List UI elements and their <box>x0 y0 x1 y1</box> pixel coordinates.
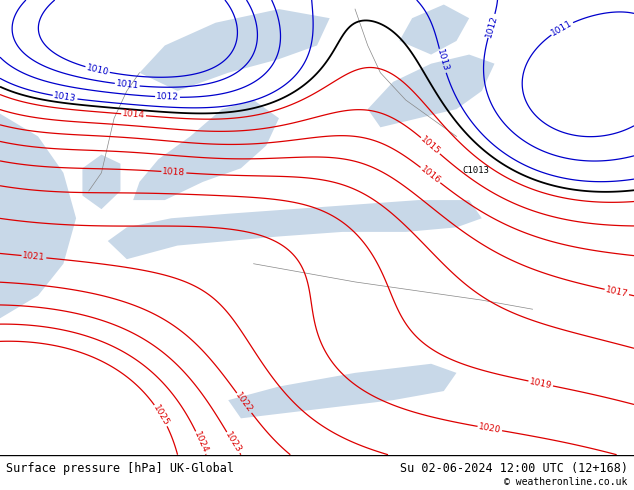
Text: 1011: 1011 <box>550 19 574 38</box>
Text: C1013: C1013 <box>463 166 489 175</box>
Polygon shape <box>108 200 482 259</box>
Text: 1014: 1014 <box>122 109 145 120</box>
Polygon shape <box>228 364 456 418</box>
Text: Su 02-06-2024 12:00 UTC (12+168): Su 02-06-2024 12:00 UTC (12+168) <box>399 463 628 475</box>
Text: 1015: 1015 <box>419 135 442 157</box>
Text: 1013: 1013 <box>435 49 450 73</box>
Polygon shape <box>0 114 76 318</box>
Text: 1022: 1022 <box>234 391 254 415</box>
Text: 1012: 1012 <box>156 92 179 102</box>
Polygon shape <box>368 54 495 127</box>
Text: 1016: 1016 <box>418 165 443 186</box>
Text: 1013: 1013 <box>53 91 77 103</box>
Text: 1024: 1024 <box>192 430 210 455</box>
Text: © weatheronline.co.uk: © weatheronline.co.uk <box>504 477 628 487</box>
Text: 1018: 1018 <box>162 167 186 177</box>
Polygon shape <box>139 9 330 91</box>
Text: 1010: 1010 <box>86 63 110 77</box>
Text: 1017: 1017 <box>605 285 629 299</box>
Text: 1011: 1011 <box>115 79 139 91</box>
Text: 1020: 1020 <box>478 422 502 435</box>
Polygon shape <box>399 4 469 54</box>
Text: 1021: 1021 <box>22 251 46 262</box>
Polygon shape <box>133 100 279 200</box>
Text: 1023: 1023 <box>223 431 243 455</box>
Polygon shape <box>82 155 120 209</box>
Text: 1012: 1012 <box>484 14 499 38</box>
Text: Surface pressure [hPa] UK-Global: Surface pressure [hPa] UK-Global <box>6 463 235 475</box>
Text: 1019: 1019 <box>529 377 553 390</box>
Text: 1025: 1025 <box>152 403 171 427</box>
